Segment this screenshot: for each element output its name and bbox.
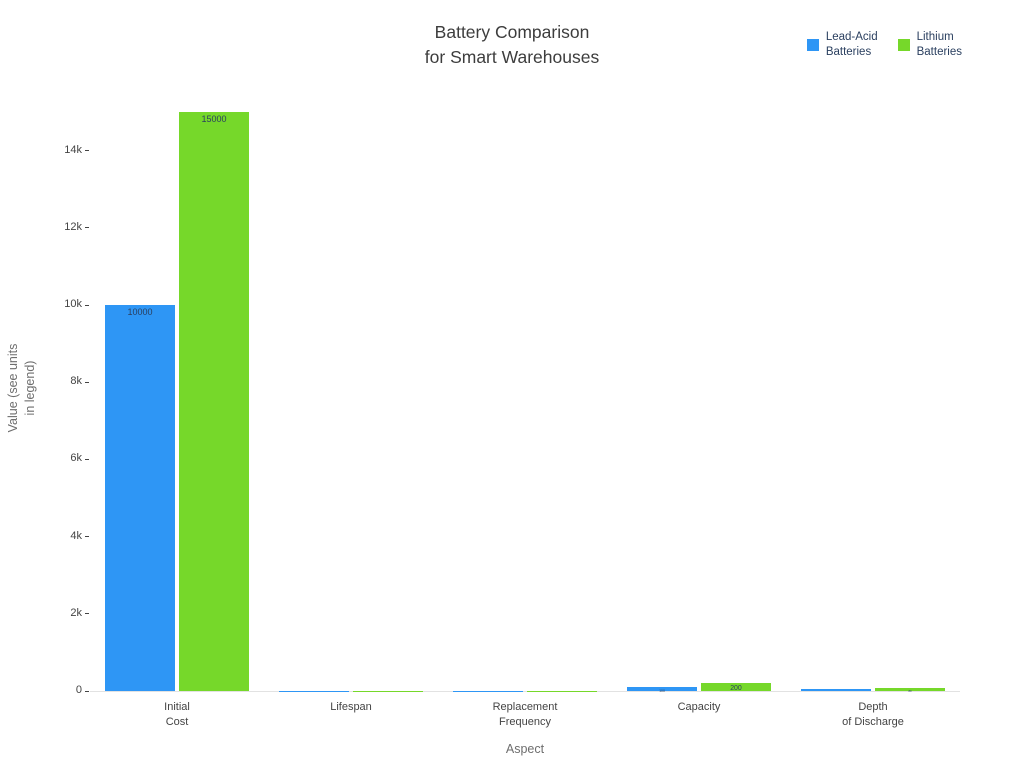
legend: Lead-Acid Batteries Lithium Batteries (806, 30, 962, 60)
legend-item-lithium[interactable]: Lithium Batteries (897, 30, 962, 60)
x-tick-label: Capacity (677, 701, 721, 713)
y-tick-label: 0 (75, 684, 82, 696)
y-tick-label: 10k (64, 298, 82, 310)
x-tick-label: Initial Cost (164, 701, 190, 728)
bar (527, 690, 597, 691)
x-axis-title: Aspect (505, 742, 545, 756)
lead-acid-swatch-icon (806, 39, 819, 51)
bar-label: 100 (659, 689, 665, 694)
bar (105, 305, 175, 691)
y-tick-mark (85, 613, 89, 615)
x-tick-label: Replacement Frequency (492, 701, 558, 728)
y-tick-label: 2k (70, 606, 82, 619)
y-tick-mark (85, 690, 89, 692)
x-axis-baseline (90, 691, 960, 692)
bar (875, 687, 945, 691)
bar (627, 687, 697, 691)
y-tick-label: 14k (64, 143, 82, 156)
bar (279, 690, 349, 691)
chart-title: Battery Comparison for Smart Warehouses (424, 22, 600, 67)
bar-label: 80 (908, 689, 912, 693)
y-tick-mark (85, 304, 89, 306)
bar-label: 10000 (127, 307, 153, 317)
bar (179, 112, 249, 691)
bar (453, 690, 523, 691)
legend-label-lead-acid: Lead-Acid Batteries (825, 31, 878, 58)
bar-label: 200 (730, 685, 742, 693)
y-tick-mark (85, 381, 89, 383)
y-tick-mark (85, 227, 89, 229)
y-tick-mark (85, 458, 89, 460)
bar (353, 690, 423, 691)
y-tick-label: 12k (64, 220, 82, 233)
x-tick-label: Depth of Discharge (842, 701, 904, 728)
bar (801, 689, 871, 691)
bar (701, 683, 771, 691)
legend-label-lithium: Lithium Batteries (916, 31, 962, 58)
y-tick-mark (85, 150, 89, 152)
y-tick-label: 4k (70, 529, 82, 542)
x-tick-label: Lifespan (330, 701, 372, 713)
y-tick-label: 6k (70, 452, 82, 465)
bar-label: 15000 (201, 114, 227, 124)
y-tick-mark (85, 536, 89, 538)
legend-item-lead-acid[interactable]: Lead-Acid Batteries (806, 30, 878, 60)
y-tick-label: 8k (70, 375, 82, 388)
lithium-swatch-icon (897, 39, 910, 51)
